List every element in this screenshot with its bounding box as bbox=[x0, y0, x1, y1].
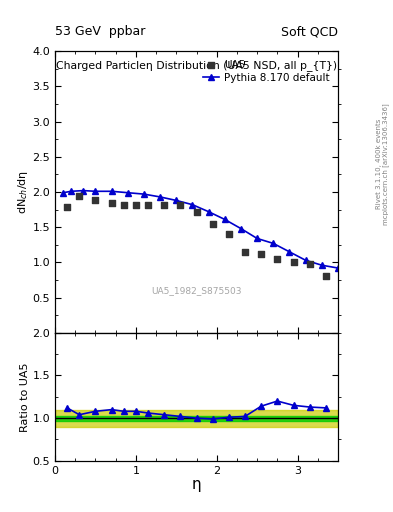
Pythia 8.170 default bbox=[174, 197, 179, 203]
Pythia 8.170 default bbox=[69, 188, 73, 195]
UA5 bbox=[242, 248, 248, 256]
Pythia 8.170 default bbox=[109, 188, 114, 195]
UA5 bbox=[64, 203, 70, 211]
Legend: UA5, Pythia 8.170 default: UA5, Pythia 8.170 default bbox=[200, 56, 333, 86]
Pythia 8.170 default bbox=[303, 257, 308, 263]
Pythia 8.170 default bbox=[222, 217, 227, 223]
Pythia 8.170 default bbox=[190, 202, 195, 208]
Y-axis label: Ratio to UA5: Ratio to UA5 bbox=[20, 362, 29, 432]
Pythia 8.170 default bbox=[81, 187, 86, 194]
UA5 bbox=[177, 201, 184, 209]
Line: Pythia 8.170 default: Pythia 8.170 default bbox=[60, 187, 342, 271]
Y-axis label: dN$_{ch}$/dη: dN$_{ch}$/dη bbox=[16, 170, 29, 214]
UA5 bbox=[108, 199, 115, 207]
Pythia 8.170 default bbox=[271, 240, 275, 246]
UA5 bbox=[258, 250, 264, 258]
Pythia 8.170 default bbox=[255, 236, 259, 242]
UA5 bbox=[290, 258, 297, 266]
Text: Soft QCD: Soft QCD bbox=[281, 26, 338, 38]
Pythia 8.170 default bbox=[158, 194, 162, 200]
UA5 bbox=[145, 201, 151, 209]
UA5 bbox=[121, 201, 127, 209]
Pythia 8.170 default bbox=[141, 191, 146, 197]
Pythia 8.170 default bbox=[206, 209, 211, 215]
UA5 bbox=[209, 220, 216, 228]
Text: mcplots.cern.ch [arXiv:1306.3436]: mcplots.cern.ch [arXiv:1306.3436] bbox=[382, 103, 389, 225]
UA5 bbox=[161, 201, 167, 209]
UA5 bbox=[193, 208, 200, 216]
UA5 bbox=[92, 196, 99, 204]
X-axis label: η: η bbox=[192, 477, 201, 492]
Pythia 8.170 default bbox=[287, 249, 292, 255]
UA5 bbox=[274, 255, 281, 263]
Pythia 8.170 default bbox=[125, 189, 130, 196]
Text: UA5_1982_S875503: UA5_1982_S875503 bbox=[151, 286, 242, 295]
UA5 bbox=[76, 191, 83, 200]
Text: Rivet 3.1.10, 400k events: Rivet 3.1.10, 400k events bbox=[376, 119, 382, 209]
Pythia 8.170 default bbox=[93, 188, 98, 195]
UA5 bbox=[307, 260, 313, 268]
Pythia 8.170 default bbox=[320, 262, 324, 268]
UA5 bbox=[133, 201, 139, 209]
Pythia 8.170 default bbox=[336, 265, 340, 271]
UA5 bbox=[226, 230, 232, 239]
Pythia 8.170 default bbox=[239, 225, 243, 231]
UA5 bbox=[323, 272, 329, 281]
Text: 53 GeV  ppbar: 53 GeV ppbar bbox=[55, 26, 145, 38]
Text: Charged Particleη Distribution (UA5 NSD, all p_{T}): Charged Particleη Distribution (UA5 NSD,… bbox=[56, 60, 337, 71]
Pythia 8.170 default bbox=[61, 189, 66, 196]
